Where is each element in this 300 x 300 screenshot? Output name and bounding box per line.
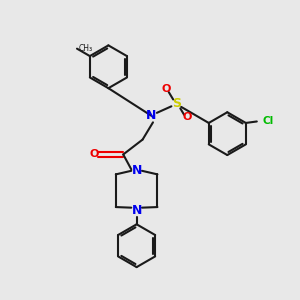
Text: O: O (162, 84, 171, 94)
Text: N: N (131, 164, 142, 177)
Text: S: S (172, 98, 181, 110)
Text: N: N (146, 109, 157, 122)
Text: N: N (131, 203, 142, 217)
Text: CH₃: CH₃ (79, 44, 93, 53)
Text: O: O (90, 149, 99, 160)
Text: Cl: Cl (262, 116, 273, 127)
Text: O: O (182, 112, 192, 122)
